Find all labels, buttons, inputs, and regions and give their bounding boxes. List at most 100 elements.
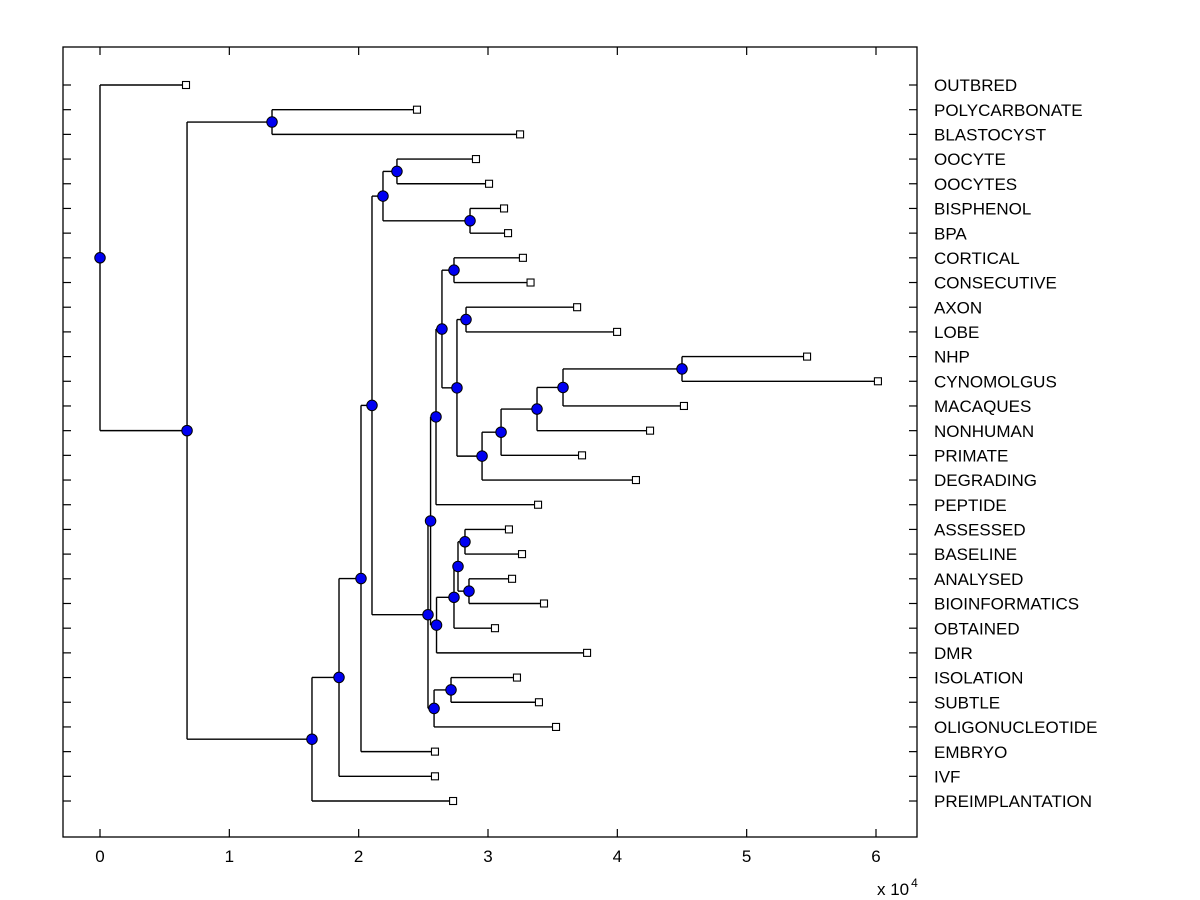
leaf-marker-ivf [430,772,440,781]
x-axis-multiplier-exponent: 4 [911,876,918,890]
leaf-label-preimplantation: PREIMPLANTATION [934,792,1092,811]
internal-node-marker-n13 [430,411,442,423]
leaf-marker-oocyte [471,155,481,164]
leaf-label-polycarbonate: POLYCARBONATE [934,101,1083,120]
leaf-marker-polycarbonate [412,105,422,114]
internal-node-marker-n21 [557,381,569,394]
marker-layer [94,80,882,806]
leaf-label-baseline: BASELINE [934,545,1017,564]
leaf-marker-isolation [512,673,522,682]
x-axis-multiplier-label: x 10 4 [877,876,918,899]
internal-node-marker-n29 [445,684,457,696]
leaf-label-subtle: SUBTLE [934,693,1000,712]
leaf-label-peptide: PEPTIDE [934,496,1007,515]
leaf-label-embryo: EMBRYO [934,743,1007,762]
leaf-label-analysed: ANALYSED [934,570,1023,589]
internal-node-marker-n26 [459,536,471,548]
leaf-label-consecutive: CONSECUTIVE [934,274,1057,293]
leaf-marker-embryo [430,747,440,756]
leaf-marker-obtained [490,624,500,633]
leaf-label-isolation: ISOLATION [934,669,1023,688]
leaf-marker-assessed [504,525,514,534]
leaf-label-bioinformatics: BIOINFORMATICS [934,595,1079,614]
leaf-label-bisphenol: BISPHENOL [934,200,1031,219]
x-tick-label: 4 [613,847,622,866]
internal-node-marker-n04 [306,733,318,745]
internal-node-marker-n23 [430,619,443,631]
internal-node-marker-n12 [424,515,437,527]
internal-node-marker-n11 [422,608,434,621]
leaf-label-oocyte: OOCYTE [934,150,1006,169]
leaf-marker-peptide [534,500,543,509]
x-tick-label: 0 [95,847,104,866]
leaf-label-cynomolgus: CYNOMOLGUS [934,372,1057,391]
leaf-label-assessed: ASSESSED [934,521,1026,540]
leaf-marker-oligonucleotide [551,722,561,731]
leaf-label-oligonucleotide: OLIGONUCLEOTIDE [934,718,1097,737]
leaf-label-dmr: DMR [934,644,973,663]
internal-node-marker-n08 [377,190,389,202]
internal-node-marker-n27 [463,585,475,597]
leaf-marker-nonhuman [646,426,655,435]
leaf-marker-bisphenol [499,204,509,213]
branch-layer [99,84,878,802]
internal-node-marker-n18 [476,450,488,462]
internal-node-marker-n06 [355,572,367,585]
plot-box [62,46,918,838]
leaf-marker-blastocyst [516,130,525,139]
leaf-label-bpa: BPA [934,224,967,243]
leaf-marker-bpa [503,229,513,238]
leaf-label-macaques: MACAQUES [934,397,1031,416]
internal-node-marker-n17 [460,313,472,326]
leaf-label-cortical: CORTICAL [934,249,1020,268]
internal-node-marker-n20 [531,403,543,415]
leaf-marker-primate [577,451,587,460]
internal-node-marker-n14 [436,323,448,335]
internal-node-marker-n10 [464,215,476,227]
x-tick-label: 6 [871,847,880,866]
internal-node-marker-n05 [333,671,345,684]
internal-node-marker-n28 [428,702,440,715]
internal-node-marker-n24 [448,591,460,604]
internal-node-marker-n22 [676,363,688,375]
leaf-marker-axon [573,303,582,312]
leaf-label-degrading: DEGRADING [934,471,1037,490]
leaf-label-axon: AXON [934,298,982,317]
leaf-label-blastocyst: BLASTOCYST [934,126,1046,145]
x-tick-label: 2 [354,847,363,866]
internal-node-marker-n19 [495,426,507,438]
leaf-marker-cortical [518,253,527,262]
leaf-marker-degrading [631,475,641,485]
leaf-marker-lobe [613,327,622,336]
leaf-marker-nhp [803,352,812,361]
leaf-marker-subtle [534,698,544,707]
leaf-label-primate: PRIMATE [934,446,1008,465]
x-tick-label: 3 [483,847,492,866]
x-axis-multiplier-base: x 10 [877,880,909,899]
leaf-label-outbred: OUTBRED [934,76,1017,95]
internal-node-marker-n15 [448,264,460,276]
leaf-marker-baseline [517,550,527,559]
x-tick-label: 1 [225,847,234,866]
leaf-label-lobe: LOBE [934,323,979,342]
leaf-marker-bioinformatics [539,599,549,608]
leaf-marker-dmr [583,648,592,657]
leaf-label-ivf: IVF [934,767,960,786]
axes-layer [62,46,918,838]
leaf-label-nonhuman: NONHUMAN [934,422,1034,441]
internal-node-marker-n25 [452,560,464,573]
internal-node-marker-n02 [181,424,193,437]
leaf-marker-oocytes [484,179,494,188]
leaf-label-oocytes: OOCYTES [934,175,1017,194]
internal-node-marker-n16 [451,382,463,394]
internal-node-marker-n01 [94,252,106,264]
internal-node-marker-n03 [266,116,278,128]
label-layer: 0 1 2 3 4 5 6 OUTBRED POLYCARBONATE BLASTOCYST OOC… [95,76,1097,866]
leaf-marker-consecutive [526,278,535,287]
leaf-label-obtained: OBTAINED [934,619,1020,638]
leaf-marker-macaques [679,401,688,411]
x-tick-label: 5 [742,847,751,866]
leaf-marker-outbred [181,80,191,90]
